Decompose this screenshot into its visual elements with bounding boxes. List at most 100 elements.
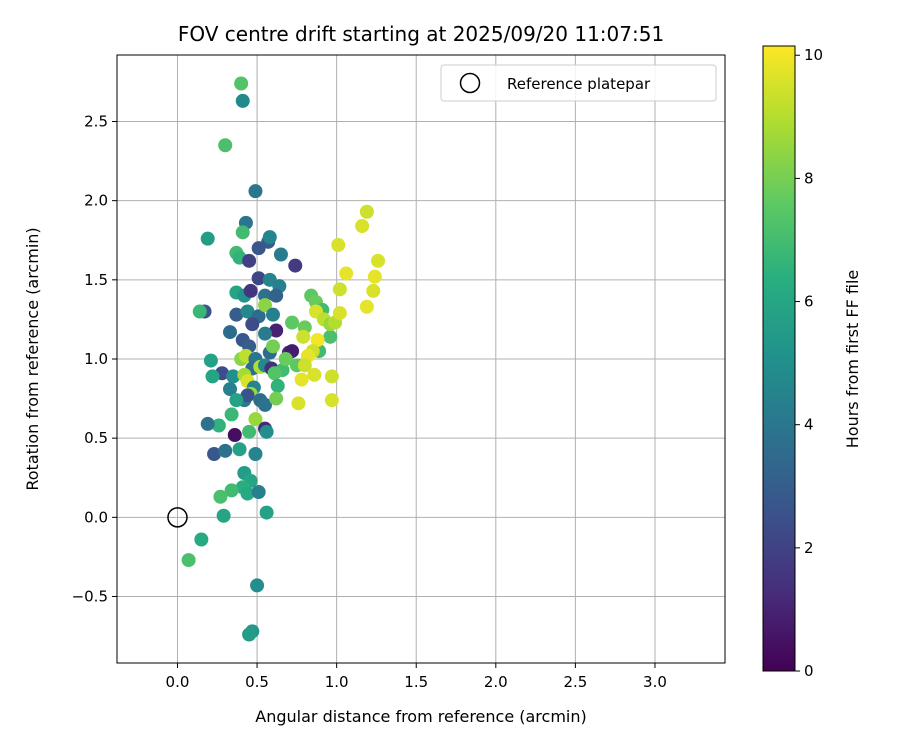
data-point bbox=[265, 339, 280, 354]
data-point bbox=[203, 353, 218, 368]
data-point bbox=[200, 416, 215, 431]
data-point bbox=[223, 325, 238, 340]
data-point bbox=[285, 315, 300, 330]
legend-box bbox=[440, 64, 717, 102]
data-point bbox=[207, 447, 222, 461]
legend-label: Reference platepar bbox=[507, 75, 651, 93]
data-point bbox=[242, 627, 257, 642]
y-tick-label: 1.5 bbox=[84, 271, 108, 289]
x-tick-label: 3.0 bbox=[643, 673, 667, 691]
y-tick-label: 0.5 bbox=[84, 429, 108, 447]
legend-marker-icon bbox=[459, 72, 481, 94]
data-point bbox=[211, 418, 226, 433]
y-tick-label: 1.0 bbox=[84, 350, 108, 368]
data-point bbox=[235, 93, 250, 108]
reference-platepar-marker bbox=[167, 507, 188, 528]
data-point bbox=[229, 307, 244, 322]
data-point bbox=[240, 486, 255, 501]
data-point bbox=[245, 317, 260, 332]
x-tick-label: 0.5 bbox=[245, 673, 269, 691]
colorbar-tick-label: 0 bbox=[804, 662, 814, 680]
data-point bbox=[291, 396, 306, 411]
x-axis-ticks: 0.0 0.5 1.0 1.5 2.0 2.5 3.0 bbox=[166, 663, 667, 691]
data-point bbox=[258, 298, 273, 313]
data-point bbox=[216, 508, 231, 523]
x-tick-label: 0.0 bbox=[166, 673, 190, 691]
data-point bbox=[218, 138, 233, 153]
data-point bbox=[269, 391, 284, 406]
data-point bbox=[296, 329, 311, 344]
data-point bbox=[278, 352, 293, 366]
data-point bbox=[359, 299, 374, 314]
data-point bbox=[355, 219, 370, 233]
data-point bbox=[224, 407, 239, 422]
data-point bbox=[240, 304, 255, 319]
colorbar-label: Hours from first FF file bbox=[843, 270, 862, 449]
colorbar-tick-label: 2 bbox=[804, 539, 814, 557]
data-point bbox=[224, 483, 239, 498]
data-point bbox=[213, 489, 228, 504]
data-point bbox=[218, 443, 233, 458]
x-tick-label: 1.5 bbox=[404, 673, 428, 691]
data-point bbox=[265, 307, 280, 322]
colorbar-tick-label: 6 bbox=[804, 293, 814, 311]
data-point bbox=[332, 306, 347, 321]
data-point bbox=[229, 393, 244, 408]
data-point bbox=[205, 369, 220, 384]
grid bbox=[117, 55, 725, 663]
data-point bbox=[248, 447, 263, 461]
data-point bbox=[200, 231, 215, 246]
y-tick-label: 0.0 bbox=[84, 508, 108, 526]
x-tick-label: 2.5 bbox=[563, 673, 587, 691]
legend: Reference platepar bbox=[440, 64, 717, 102]
x-tick-label: 1.0 bbox=[325, 673, 349, 691]
chart-title: FOV centre drift starting at 2025/09/20 … bbox=[178, 22, 664, 46]
data-point bbox=[248, 184, 263, 199]
data-point bbox=[234, 76, 249, 91]
data-point bbox=[251, 271, 266, 286]
data-point bbox=[258, 326, 273, 341]
data-point bbox=[294, 372, 309, 387]
data-points bbox=[181, 76, 386, 642]
data-point bbox=[324, 393, 339, 408]
data-point bbox=[339, 266, 354, 281]
data-point bbox=[232, 442, 247, 457]
colorbar: 0 2 4 6 8 10 Hours from first FF file bbox=[762, 45, 862, 680]
y-tick-label: −0.5 bbox=[72, 588, 108, 606]
data-point bbox=[310, 333, 325, 347]
data-point bbox=[332, 282, 347, 297]
data-point bbox=[367, 269, 382, 284]
data-point bbox=[258, 397, 273, 412]
y-tick-label: 2.5 bbox=[84, 113, 108, 131]
data-point bbox=[267, 366, 282, 381]
data-point bbox=[242, 424, 257, 439]
data-point bbox=[248, 412, 263, 427]
data-point bbox=[243, 283, 258, 298]
data-point bbox=[331, 238, 346, 252]
data-point bbox=[194, 532, 209, 547]
data-point bbox=[307, 367, 322, 382]
data-point bbox=[259, 424, 274, 439]
data-point bbox=[297, 358, 312, 373]
data-point bbox=[223, 382, 238, 397]
colorbar-tick-label: 4 bbox=[804, 416, 814, 434]
data-point bbox=[242, 253, 257, 268]
y-axis-label: Rotation from reference (arcmin) bbox=[23, 227, 42, 490]
colorbar-tick-label: 10 bbox=[804, 46, 823, 64]
data-point bbox=[192, 304, 207, 319]
data-point bbox=[251, 485, 266, 499]
data-point bbox=[359, 204, 374, 219]
x-axis-label: Angular distance from reference (arcmin) bbox=[255, 707, 586, 726]
data-point bbox=[366, 283, 381, 298]
data-point bbox=[324, 369, 339, 384]
data-point bbox=[251, 241, 266, 256]
data-point bbox=[181, 553, 196, 568]
data-point bbox=[262, 230, 277, 245]
data-point bbox=[226, 369, 241, 384]
data-point bbox=[259, 505, 274, 520]
colorbar-ticks: 0 2 4 6 8 10 bbox=[795, 46, 823, 680]
data-point bbox=[270, 378, 285, 393]
data-point bbox=[250, 578, 265, 593]
colorbar-gradient bbox=[762, 45, 796, 672]
